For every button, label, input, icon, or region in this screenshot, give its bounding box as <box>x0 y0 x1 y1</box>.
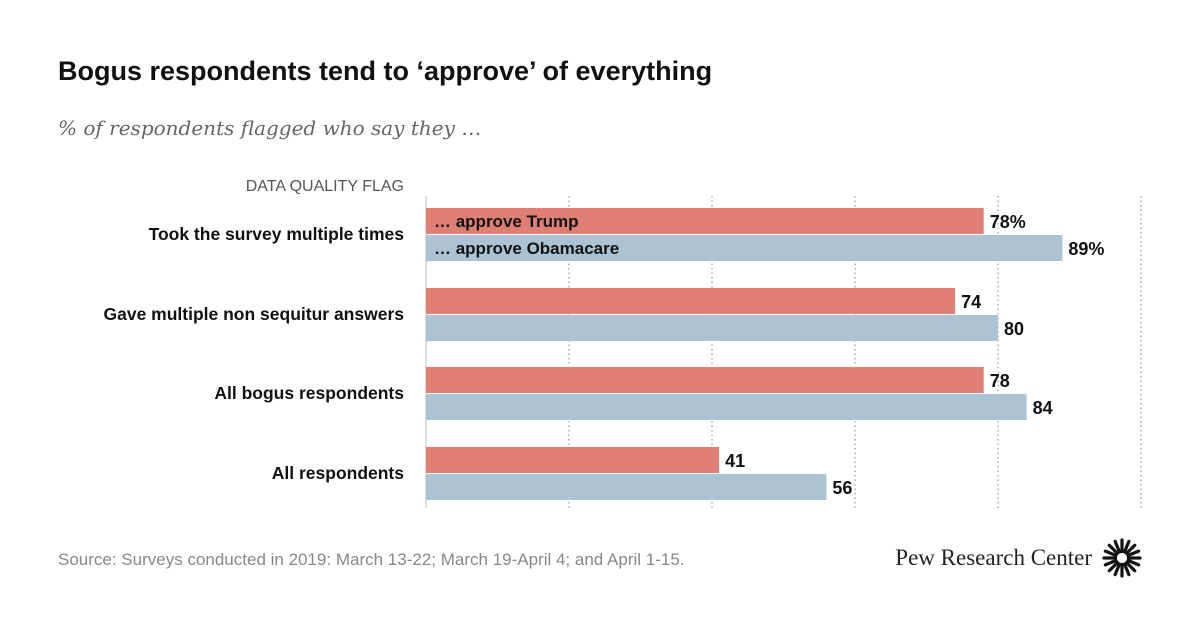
brand-logo: Pew Research Center <box>895 538 1142 578</box>
series-legend-label: … approve Trump <box>434 212 579 231</box>
source-note: Source: Surveys conducted in 2019: March… <box>58 550 685 569</box>
value-label: 89% <box>1068 239 1104 259</box>
bar <box>426 367 984 393</box>
bar <box>426 447 720 473</box>
value-label: 41 <box>725 451 745 471</box>
value-label: 84 <box>1033 398 1053 418</box>
brand-name: Pew Research Center <box>895 545 1092 570</box>
pew-sunburst-icon <box>1102 538 1142 578</box>
chart-subtitle: % of respondents flagged who say they … <box>58 116 482 140</box>
bar <box>426 394 1027 420</box>
category-header: DATA QUALITY FLAG <box>246 178 404 195</box>
value-label: 78% <box>990 212 1026 232</box>
category-label: Gave multiple non sequitur answers <box>104 304 405 324</box>
value-label: 74 <box>961 292 981 312</box>
bar <box>426 474 827 500</box>
value-label: 80 <box>1004 319 1024 339</box>
bar <box>426 208 984 234</box>
bar <box>426 315 998 341</box>
bar <box>426 288 956 314</box>
category-label: Took the survey multiple times <box>149 224 405 244</box>
series-legend-label: … approve Obamacare <box>434 239 619 258</box>
chart-title: Bogus respondents tend to ‘approve’ of e… <box>58 56 713 86</box>
category-label: All respondents <box>272 463 405 483</box>
bar-chart: DATA QUALITY FLAG Took the survey multipl… <box>104 178 1142 508</box>
bar <box>426 235 1063 261</box>
value-label: 56 <box>832 478 852 498</box>
category-label: All bogus respondents <box>214 383 404 403</box>
value-label: 78 <box>990 371 1010 391</box>
